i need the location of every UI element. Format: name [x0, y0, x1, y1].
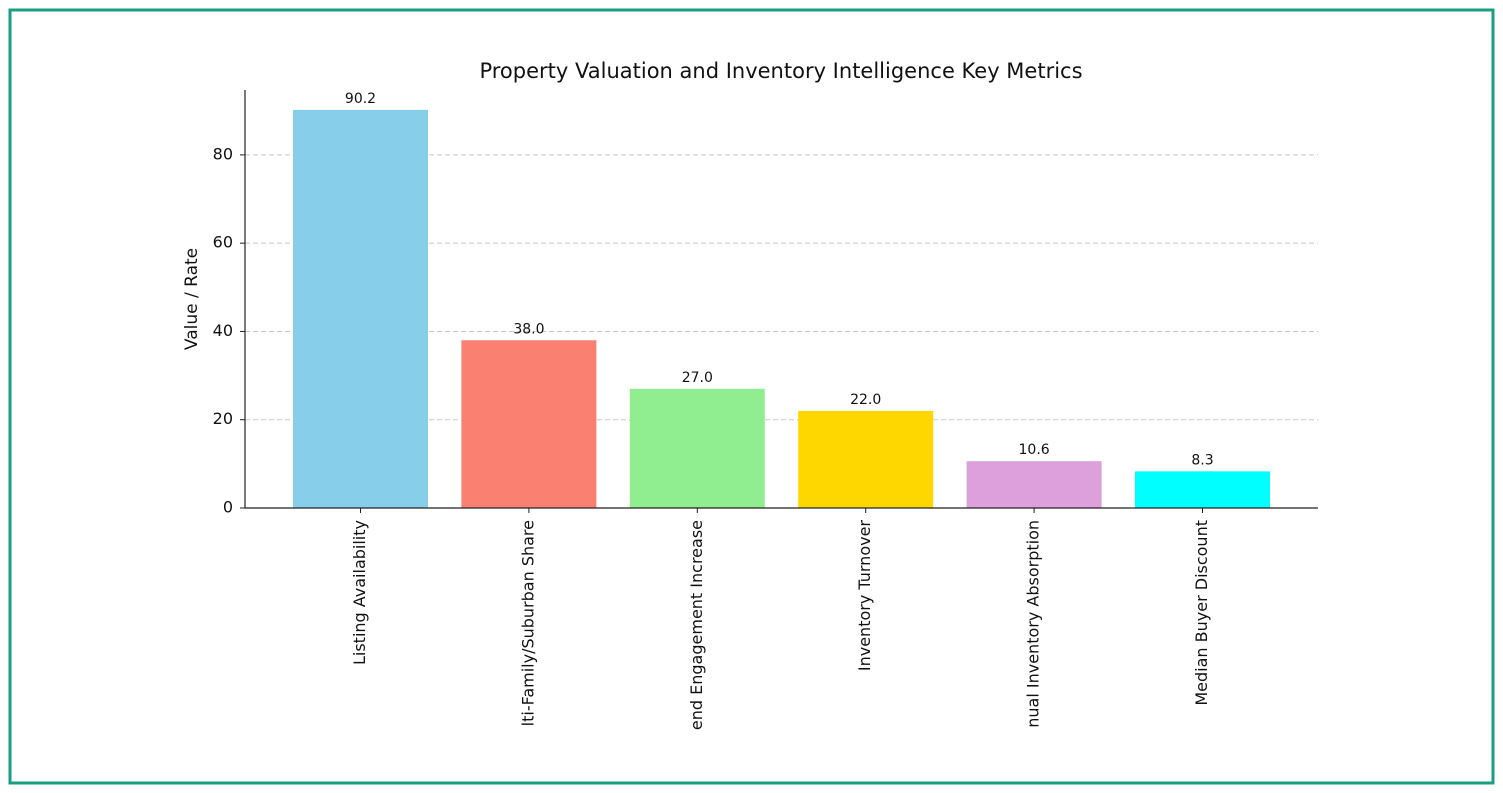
value-label: 22.0 [850, 392, 881, 408]
y-tick-label: 80 [213, 144, 233, 163]
y-tick-label: 40 [213, 321, 233, 340]
bar [1135, 471, 1270, 508]
bar [293, 109, 428, 508]
y-tick-label: 60 [213, 233, 233, 252]
chart-title: Property Valuation and Inventory Intelli… [479, 59, 1082, 83]
value-label: 90.2 [345, 91, 376, 107]
x-labels: Listing Availability lti-Family/Suburban … [350, 508, 1211, 730]
value-label: 27.0 [682, 370, 713, 386]
bar [629, 388, 765, 508]
x-tick-label: lti-Family/Suburban Share [518, 520, 537, 726]
y-tick-label: 20 [213, 409, 233, 428]
value-label: 8.3 [1191, 452, 1213, 468]
y-tick-label: 0 [223, 498, 233, 517]
value-label: 38.0 [513, 321, 544, 337]
value-label: 10.6 [1019, 442, 1050, 458]
x-tick-label: Inventory Turnover [855, 520, 874, 672]
y-axis-label: Value / Rate [182, 248, 202, 350]
frame [8, 8, 1495, 785]
bar [461, 340, 597, 508]
x-tick-label: end Engagement Increase [687, 520, 706, 730]
x-tick-label: Listing Availability [350, 520, 369, 665]
bar [798, 410, 934, 508]
bar [966, 461, 1102, 508]
x-tick-label: nual Inventory Absorption [1024, 520, 1043, 728]
bars: 90.2 38.0 27.0 22.0 10.6 8.3 [293, 91, 1270, 508]
x-tick-label: Median Buyer Discount [1192, 520, 1211, 706]
